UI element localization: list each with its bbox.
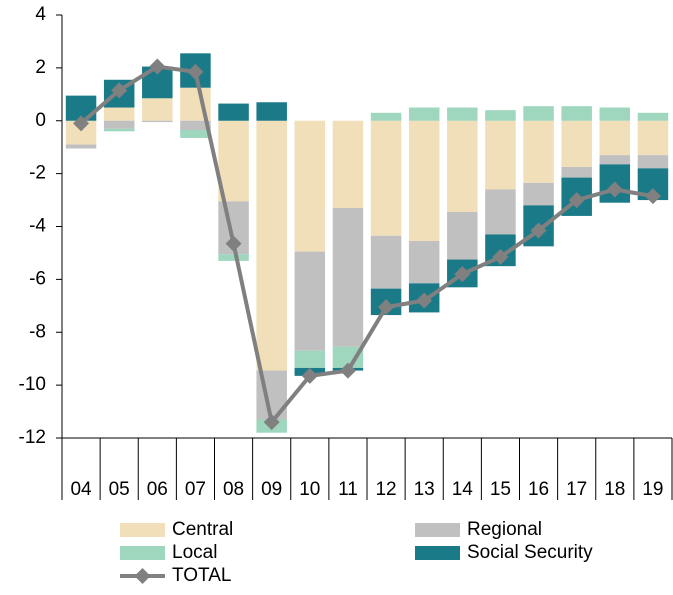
- total-marker: [301, 367, 318, 384]
- total-marker: [378, 299, 395, 316]
- x-tick-label: 14: [452, 479, 474, 500]
- bar-segment: [65, 120, 97, 145]
- bar-segment: [294, 251, 326, 351]
- legend-label: Central: [172, 519, 233, 540]
- x-tick-label: 07: [185, 479, 206, 500]
- legend-marker: [134, 568, 151, 584]
- bar-segment: [294, 350, 326, 368]
- total-marker: [187, 63, 204, 80]
- legend-label: TOTAL: [172, 565, 231, 586]
- legend-swatch: [120, 523, 165, 537]
- total-marker: [339, 362, 356, 379]
- x-tick-label: 16: [528, 479, 549, 500]
- bar-segment: [256, 120, 287, 371]
- bar-segment: [65, 144, 97, 149]
- total-marker: [644, 188, 661, 205]
- bar-segment: [599, 120, 631, 156]
- bar-segment: [523, 182, 554, 206]
- bar-segment: [370, 112, 402, 121]
- bar-segment: [370, 120, 402, 236]
- bar-segment: [561, 167, 592, 178]
- bar-segment: [447, 107, 478, 121]
- x-tick-label: 12: [375, 479, 396, 500]
- bar-segment: [142, 98, 173, 121]
- bar-segment: [332, 207, 364, 347]
- bar-segment: [103, 107, 135, 121]
- x-tick-label: 06: [147, 479, 168, 500]
- bar-segment: [637, 155, 669, 169]
- y-tick-label: -12: [19, 427, 46, 448]
- legend-label: Local: [172, 542, 217, 563]
- x-tick-label: 08: [223, 479, 244, 500]
- x-tick-label: 04: [70, 479, 92, 500]
- bar-segment: [180, 130, 211, 138]
- bar-segment: [218, 120, 249, 202]
- y-tick-label: -8: [29, 321, 46, 342]
- total-marker: [606, 181, 623, 198]
- bar-segment: [523, 120, 554, 183]
- x-tick-label: 05: [109, 479, 130, 500]
- bar-segment: [637, 120, 669, 156]
- bar-segment: [561, 106, 592, 121]
- bar-segment: [256, 102, 287, 121]
- bar-segment: [332, 120, 364, 208]
- bar-segment: [637, 112, 669, 121]
- total-line: [79, 64, 654, 425]
- bar-segment: [599, 155, 631, 165]
- total-marker: [530, 222, 547, 239]
- legend-swatch: [120, 546, 165, 560]
- y-tick-label: 0: [35, 110, 46, 131]
- bar-segment: [485, 110, 516, 121]
- bar-segment: [370, 235, 402, 289]
- bar-segment: [485, 189, 516, 235]
- legend-swatch: [415, 546, 460, 560]
- bar-segment: [599, 107, 631, 121]
- bar-segment: [142, 120, 173, 123]
- bar-segment: [408, 107, 440, 121]
- legend-swatch: [415, 523, 460, 537]
- y-tick-label: 4: [35, 4, 46, 25]
- y-tick-label: -10: [19, 374, 46, 395]
- bar-segment: [103, 120, 135, 129]
- bar-segment: [180, 120, 211, 131]
- legend-label: Regional: [467, 519, 542, 540]
- bar-segment: [218, 103, 249, 121]
- x-tick-label: 19: [642, 479, 663, 500]
- bar-segment: [523, 106, 554, 121]
- bar-segment: [294, 120, 326, 252]
- total-marker: [454, 266, 471, 283]
- total-marker: [263, 414, 280, 431]
- bar-segment: [561, 120, 592, 168]
- bar-segment: [485, 120, 516, 190]
- x-tick-label: 17: [566, 479, 587, 500]
- total-marker: [149, 58, 166, 75]
- total-marker: [492, 248, 509, 265]
- x-tick-label: 18: [604, 479, 625, 500]
- x-tick-label: 13: [414, 479, 435, 500]
- total-marker: [73, 115, 90, 132]
- bar-segment: [447, 211, 478, 260]
- total-marker: [225, 235, 242, 252]
- total-marker: [416, 292, 433, 309]
- bar-segment: [103, 128, 135, 132]
- bar-segment: [447, 120, 478, 212]
- total-marker: [111, 82, 128, 99]
- total-marker: [568, 192, 585, 209]
- bar-segment: [408, 120, 440, 242]
- y-tick-label: -4: [29, 216, 46, 237]
- x-tick-label: 11: [338, 479, 358, 500]
- x-tick-label: 09: [261, 479, 282, 500]
- bar-segment: [218, 254, 249, 261]
- bar-segment: [332, 346, 364, 368]
- bar-segment: [408, 241, 440, 284]
- x-tick-label: 15: [490, 479, 511, 500]
- y-tick-label: -6: [29, 268, 46, 289]
- legend-label: Social Security: [467, 542, 593, 563]
- x-tick-label: 10: [299, 479, 320, 500]
- y-tick-label: -2: [29, 163, 46, 184]
- y-tick-label: 2: [35, 57, 46, 78]
